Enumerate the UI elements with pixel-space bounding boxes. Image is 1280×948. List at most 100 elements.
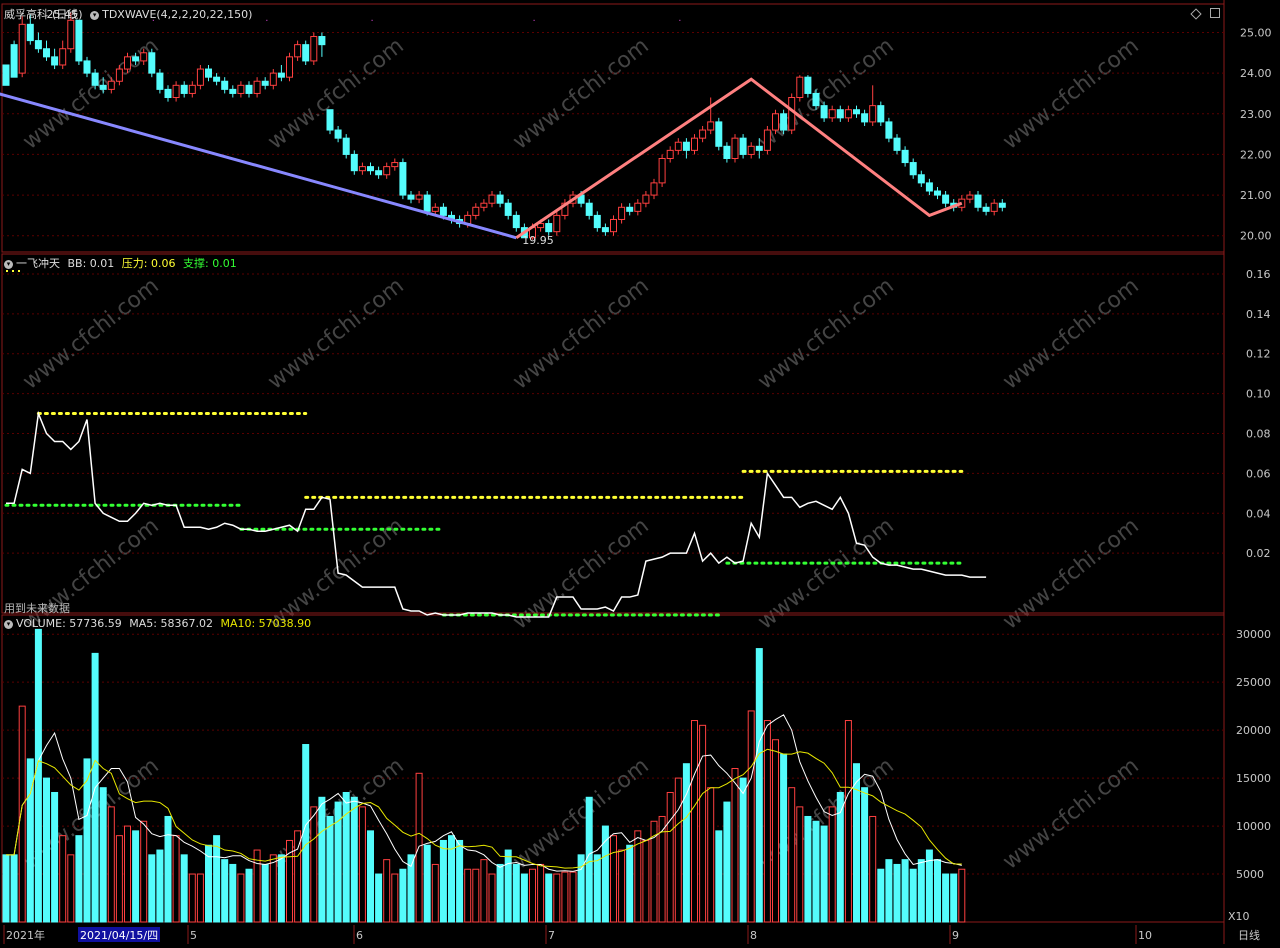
candle-body xyxy=(221,80,229,90)
candle-body xyxy=(358,166,366,172)
volume-bar xyxy=(456,839,464,923)
candle-body xyxy=(545,223,553,233)
candle-body xyxy=(318,36,326,46)
volume-bar xyxy=(950,873,958,923)
volume-bar xyxy=(59,835,67,923)
volume-bar xyxy=(188,873,196,923)
volume-bar xyxy=(431,863,439,923)
watermark-text: www.cfchi.com xyxy=(18,273,163,394)
candle-body xyxy=(804,76,812,94)
volume-bar xyxy=(601,825,609,923)
candle-body xyxy=(342,137,350,155)
volume-bar xyxy=(375,873,383,923)
candle-body xyxy=(229,88,237,94)
indicator-settings-circle-icon[interactable]: ▾ xyxy=(4,259,13,269)
volume-bar xyxy=(553,873,561,923)
volume-bar xyxy=(763,720,771,923)
volume-bar xyxy=(699,724,707,923)
bb-label: BB: 0.01 xyxy=(67,257,115,270)
volume-bar xyxy=(585,796,593,923)
future-data-note: 用到未来数据 xyxy=(4,602,70,615)
candle-body xyxy=(796,76,804,99)
candle-body xyxy=(326,109,334,131)
volume-bar xyxy=(286,839,293,923)
candle-body xyxy=(367,166,374,172)
candle-body xyxy=(383,166,391,176)
volume-bar xyxy=(180,854,188,923)
watermark-text: www.cfchi.com xyxy=(998,33,1143,154)
wave-line-pink xyxy=(515,77,963,240)
volume-bar xyxy=(909,868,917,923)
candle-body xyxy=(277,72,285,78)
date-label: 6 xyxy=(356,929,363,942)
price-tick-label: 25.00 xyxy=(1240,26,1272,39)
volume-tick-label: 30000 xyxy=(1236,628,1271,641)
candle-body xyxy=(691,137,698,151)
volume-bar xyxy=(269,854,277,923)
volume-panel-header: ▾ VOLUME: 57736.59 MA5: 58367.02 MA10: 57… xyxy=(4,617,315,630)
indicator-tick-label: 0.04 xyxy=(1246,507,1271,520)
candle-body xyxy=(731,137,739,159)
window-toggle-icon[interactable] xyxy=(1210,8,1220,18)
volume-bar xyxy=(124,825,131,923)
candle-body xyxy=(399,162,407,196)
volume-bar xyxy=(674,777,682,923)
volume-bar xyxy=(423,844,431,923)
candle-body xyxy=(132,56,140,62)
candle-body xyxy=(196,68,204,86)
volume-bar xyxy=(715,830,723,923)
volume-bar xyxy=(34,628,42,923)
candle-body xyxy=(593,214,601,229)
volume-bar xyxy=(196,873,204,923)
candle-body xyxy=(885,121,893,139)
volume-bar xyxy=(780,753,788,923)
pressure-label: 压力: 0.06 xyxy=(121,257,176,270)
volume-bar xyxy=(593,854,601,923)
watermark-text: www.cfchi.com xyxy=(508,33,653,154)
volume-bar xyxy=(666,791,674,923)
signal-marker: · xyxy=(533,16,536,27)
candle-body xyxy=(982,206,990,212)
candle-body xyxy=(164,88,172,99)
candle-body xyxy=(172,84,180,99)
volume-tick-label: 20000 xyxy=(1236,724,1271,737)
candle-body xyxy=(739,137,747,155)
candle-body xyxy=(488,194,496,204)
signal-marker: · xyxy=(678,16,681,27)
volume-tick-label: 10000 xyxy=(1236,820,1271,833)
volume-bar xyxy=(302,744,310,923)
candle-body xyxy=(83,60,91,74)
candle-body xyxy=(99,84,107,90)
watermark-text: www.cfchi.com xyxy=(998,753,1143,874)
watermark-text: www.cfchi.com xyxy=(753,513,898,634)
volume-bar xyxy=(480,859,488,923)
high-price-label: 25.45 xyxy=(47,8,79,21)
volume-bar xyxy=(439,839,447,923)
watermark-text: www.cfchi.com xyxy=(753,273,898,394)
candle-body xyxy=(537,223,545,229)
volume-bar xyxy=(658,815,666,923)
volume-bar xyxy=(172,835,180,923)
candle-body xyxy=(650,182,658,196)
candle-body xyxy=(836,109,844,119)
candle-body xyxy=(213,76,221,82)
candle-body xyxy=(156,72,164,90)
candle-body xyxy=(634,202,642,212)
candle-body xyxy=(188,84,196,94)
volume-bar xyxy=(820,825,828,923)
settings-circle-icon[interactable]: ▾ xyxy=(90,10,100,20)
candle-body xyxy=(472,206,480,216)
volume-bar xyxy=(861,787,869,923)
volume-bar xyxy=(277,854,285,923)
volume-label: VOLUME: 57736.59 xyxy=(16,617,122,630)
candle-body xyxy=(140,52,148,62)
volume-bar xyxy=(934,859,941,923)
price-tick-label: 24.00 xyxy=(1240,67,1272,80)
volume-bar xyxy=(901,859,909,923)
date-label: 2021年 xyxy=(6,928,45,942)
signal-marker: · xyxy=(265,16,268,27)
volume-settings-circle-icon[interactable]: ▾ xyxy=(4,619,13,629)
candle-body xyxy=(504,202,512,216)
candle-body xyxy=(91,72,99,86)
